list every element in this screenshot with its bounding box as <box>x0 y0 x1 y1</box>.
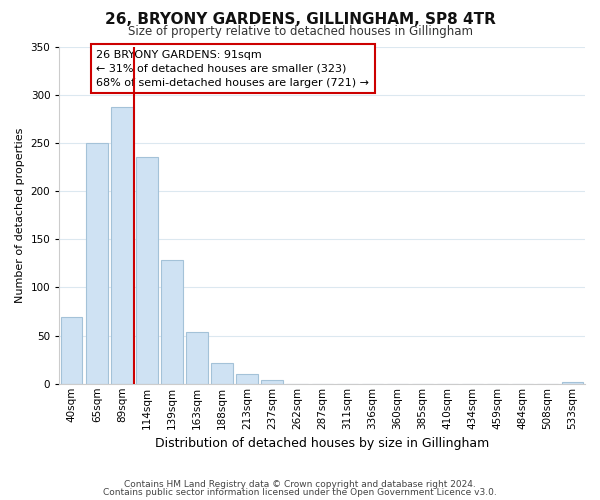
Bar <box>262 380 283 384</box>
Text: 26 BRYONY GARDENS: 91sqm
← 31% of detached houses are smaller (323)
68% of semi-: 26 BRYONY GARDENS: 91sqm ← 31% of detach… <box>96 50 369 88</box>
Bar <box>111 107 133 384</box>
Text: Size of property relative to detached houses in Gillingham: Size of property relative to detached ho… <box>128 25 473 38</box>
Text: Contains public sector information licensed under the Open Government Licence v3: Contains public sector information licen… <box>103 488 497 497</box>
Bar <box>236 374 258 384</box>
Y-axis label: Number of detached properties: Number of detached properties <box>15 128 25 303</box>
Bar <box>86 143 107 384</box>
Bar <box>211 362 233 384</box>
Bar <box>61 318 82 384</box>
X-axis label: Distribution of detached houses by size in Gillingham: Distribution of detached houses by size … <box>155 437 489 450</box>
Text: 26, BRYONY GARDENS, GILLINGHAM, SP8 4TR: 26, BRYONY GARDENS, GILLINGHAM, SP8 4TR <box>104 12 496 28</box>
Bar <box>187 332 208 384</box>
Text: Contains HM Land Registry data © Crown copyright and database right 2024.: Contains HM Land Registry data © Crown c… <box>124 480 476 489</box>
Bar <box>136 158 158 384</box>
Bar <box>562 382 583 384</box>
Bar <box>161 260 182 384</box>
